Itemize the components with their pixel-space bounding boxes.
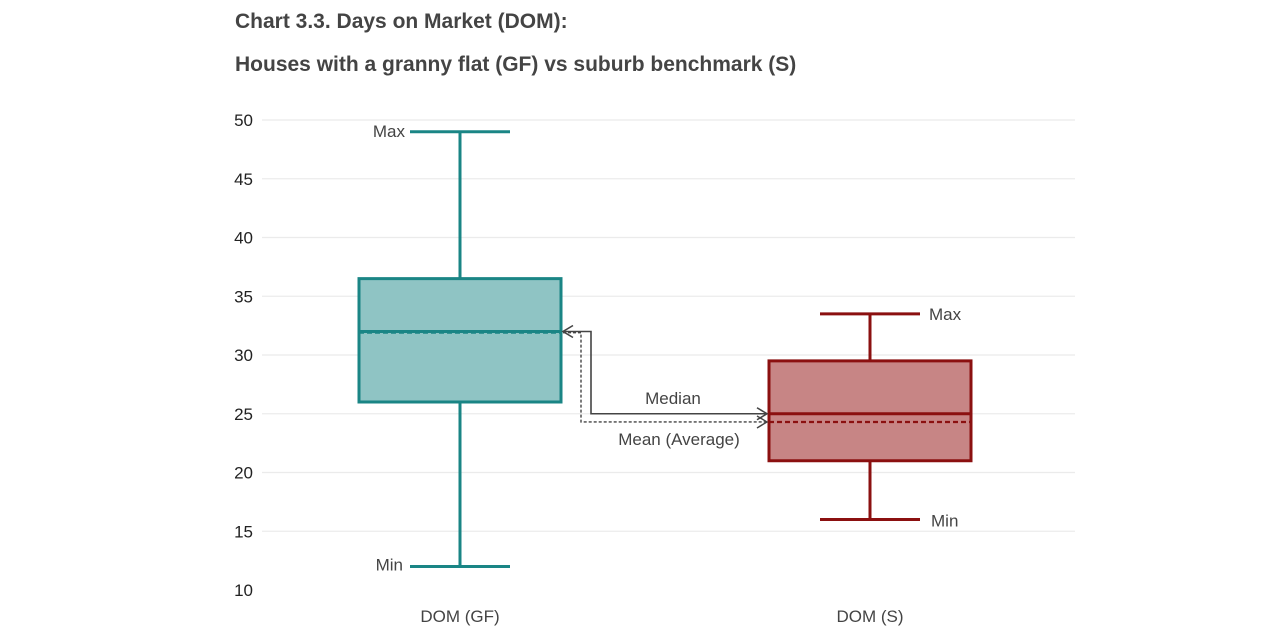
y-tick-label: 25 <box>234 405 253 424</box>
box-s <box>767 312 973 521</box>
mean-connector <box>563 331 767 423</box>
y-tick-label: 35 <box>234 287 253 306</box>
median-label: Median <box>645 389 701 408</box>
y-tick-label: 40 <box>234 229 253 248</box>
mean-arrowhead-s <box>756 415 769 429</box>
max-label-gf: Max <box>373 122 406 141</box>
y-tick-label: 50 <box>234 111 253 130</box>
x-category-label: DOM (S) <box>836 607 903 626</box>
iqr-box <box>357 277 563 404</box>
min-label-s: Min <box>931 512 958 531</box>
y-tick-label: 20 <box>234 464 253 483</box>
annotations: Max Min Max Min Median Mean (Average) <box>373 122 962 575</box>
y-axis-ticks: 10 15 20 25 30 35 40 45 50 <box>234 111 253 600</box>
max-label-s: Max <box>929 305 962 324</box>
x-category-label: DOM (GF) <box>420 607 499 626</box>
chart-title-line-1: Chart 3.3. Days on Market (DOM): <box>235 10 568 33</box>
median-arrowhead-gf <box>561 324 574 339</box>
min-label-gf: Min <box>376 556 403 575</box>
mean-label: Mean (Average) <box>618 430 740 449</box>
x-axis-categories: DOM (GF) DOM (S) <box>420 607 903 626</box>
boxes <box>357 130 973 568</box>
median-connector <box>563 330 767 415</box>
y-tick-label: 45 <box>234 170 253 189</box>
y-tick-label: 15 <box>234 522 253 541</box>
iqr-box <box>767 359 973 463</box>
box-gf <box>357 130 563 568</box>
y-tick-label: 30 <box>234 346 253 365</box>
chart-title-line-2: Houses with a granny flat (GF) vs suburb… <box>235 53 797 76</box>
y-tick-label: 10 <box>234 581 253 600</box>
